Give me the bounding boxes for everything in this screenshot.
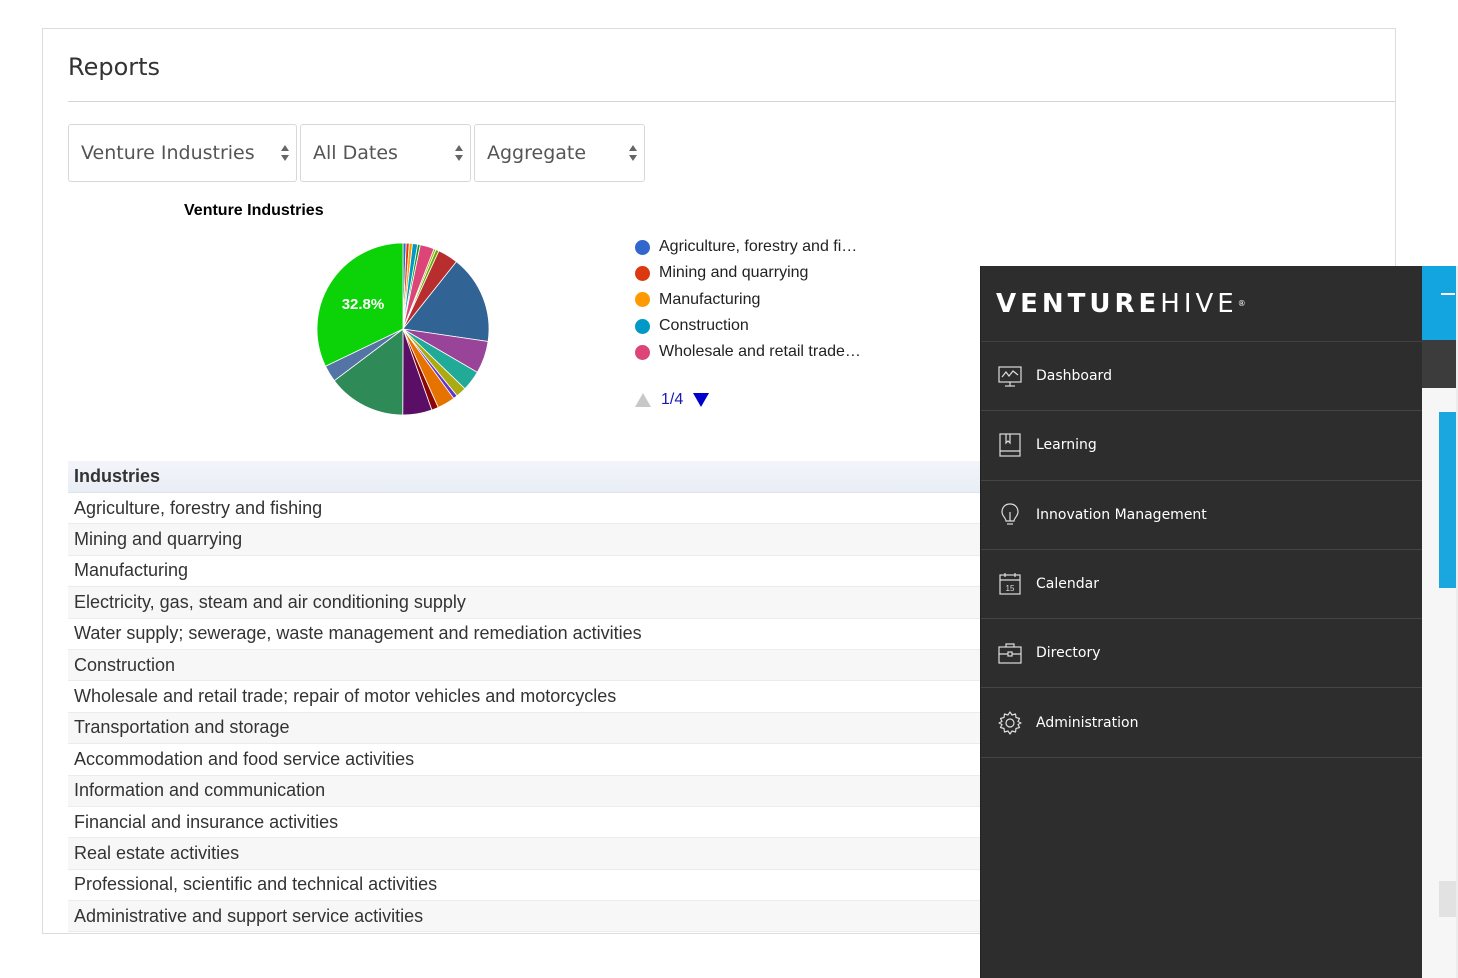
brand-registered-mark: ® [1237, 299, 1246, 308]
mode-select-value: Aggregate [487, 142, 587, 164]
legend-item[interactable]: Manufacturing [635, 287, 861, 313]
industry-select[interactable]: Venture Industries [68, 124, 297, 182]
nav-item-label: Learning [1036, 437, 1097, 454]
nav-sidebar: VENTURE HIVE ® Dashboard Learning Innova… [980, 266, 1422, 978]
nav-item-innovation-management[interactable]: Innovation Management [981, 481, 1422, 550]
chart-title: Venture Industries [184, 202, 324, 219]
chart-legend: Agriculture, forestry and fi… Mining and… [635, 234, 861, 365]
table-row[interactable]: Accommodation and food service activitie… [68, 744, 1395, 776]
industry-select-value: Venture Industries [81, 142, 255, 164]
menu-toggle-bar[interactable] [1421, 266, 1456, 340]
legend-swatch [635, 265, 650, 281]
gear-icon [998, 711, 1022, 735]
pie-slice[interactable] [333, 328, 404, 416]
title-divider [68, 101, 1395, 102]
book-icon [999, 433, 1021, 458]
nav-item-label: Administration [1036, 714, 1139, 731]
table-row[interactable]: Manufacturing [68, 556, 1395, 588]
brand-logo[interactable]: VENTURE HIVE ® [981, 266, 1422, 342]
content-band [1439, 881, 1456, 917]
nav-item-label: Directory [1036, 645, 1101, 662]
legend-item[interactable]: Mining and quarrying [635, 260, 861, 286]
dashboard-icon [998, 366, 1022, 387]
nav-item-directory[interactable]: Directory [981, 619, 1422, 689]
date-select[interactable]: All Dates [300, 124, 471, 182]
legend-page-indicator: 1/4 [661, 391, 684, 408]
legend-item[interactable]: Wholesale and retail trade… [635, 339, 861, 365]
select-arrows-icon [281, 145, 289, 161]
legend-swatch [635, 239, 650, 255]
legend-label: Mining and quarrying [659, 264, 809, 282]
nav-item-label: Calendar [1036, 576, 1099, 593]
legend-label: Manufacturing [659, 290, 761, 308]
page-title: Reports [68, 53, 161, 81]
pie-slice[interactable] [316, 242, 404, 367]
date-select-value: All Dates [313, 142, 398, 164]
calendar-icon: 15 [999, 573, 1021, 595]
legend-item[interactable]: Agriculture, forestry and fi… [635, 234, 861, 260]
brand-logo-light: HIVE [1160, 288, 1238, 319]
select-arrows-icon [455, 145, 463, 161]
pie-slice[interactable] [402, 261, 490, 342]
legend-swatch [635, 292, 650, 308]
calendar-day-number: 15 [1006, 584, 1015, 593]
legend-item[interactable]: Construction [635, 313, 861, 339]
table-row[interactable]: Financial and insurance activities [68, 807, 1395, 839]
briefcase-icon [998, 643, 1022, 664]
lightbulb-icon [1001, 503, 1019, 525]
nav-item-administration[interactable]: Administration [981, 688, 1422, 758]
table-row[interactable]: Wholesale and retail trade; repair of mo… [68, 681, 1395, 713]
industries-pie-chart[interactable]: 32.8% [303, 229, 503, 429]
nav-item-label: Innovation Management [1036, 506, 1207, 523]
table-row[interactable]: Professional, scientific and technical a… [68, 870, 1395, 902]
select-arrows-icon [629, 145, 637, 161]
legend-label: Wholesale and retail trade… [659, 343, 861, 361]
mode-select[interactable]: Aggregate [474, 124, 645, 182]
nav-item-dashboard[interactable]: Dashboard [981, 342, 1422, 412]
nav-item-learning[interactable]: Learning [981, 411, 1422, 481]
legend-prev-arrow-icon[interactable] [635, 393, 651, 407]
nav-item-label: Dashboard [1036, 368, 1112, 385]
top-bar [1421, 340, 1456, 388]
pie-slice-label: 32.8% [342, 296, 385, 313]
legend-label: Agriculture, forestry and fi… [659, 238, 858, 256]
app-edge-strip [1421, 266, 1458, 978]
legend-swatch [635, 344, 650, 360]
scroll-accent [1439, 412, 1456, 588]
legend-swatch [635, 318, 650, 334]
legend-label: Construction [659, 317, 749, 335]
legend-pager: 1/4 [635, 391, 710, 409]
table-row[interactable]: Water supply; sewerage, waste management… [68, 619, 1395, 650]
legend-next-arrow-icon[interactable] [693, 393, 710, 407]
nav-item-calendar[interactable]: 15 Calendar [981, 550, 1422, 620]
brand-logo-bold: VENTURE [996, 288, 1161, 319]
table-row[interactable]: Agriculture, forestry and fishing [68, 493, 1395, 525]
hamburger-icon[interactable] [1441, 293, 1455, 295]
